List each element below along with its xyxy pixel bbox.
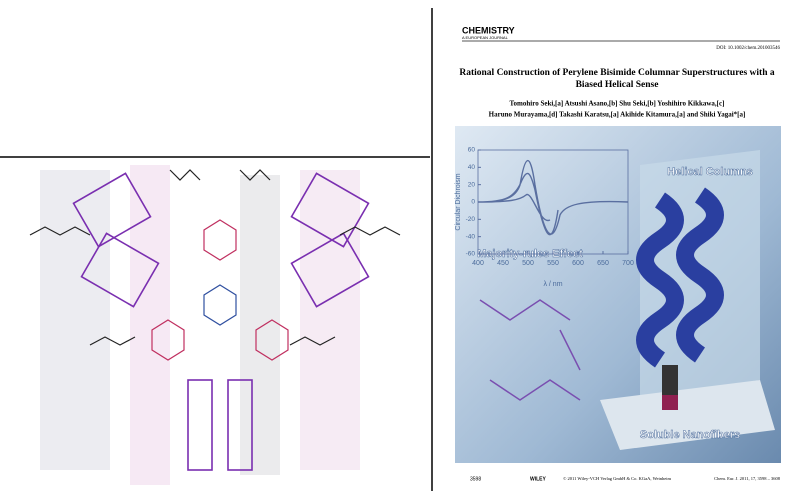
x-tick-label: 450 (497, 260, 509, 267)
x-tick-label: 650 (597, 260, 609, 267)
journal-subtitle: A EUROPEAN JOURNAL (462, 35, 509, 40)
page-number: 3598 (470, 476, 481, 482)
y-axis-label: Circular Dichroism (455, 173, 462, 230)
y-tick-label: -20 (466, 216, 476, 223)
y-tick-label: -60 (466, 251, 476, 258)
y-tick-label: 60 (468, 147, 476, 154)
x-tick-label: 600 (572, 260, 584, 267)
y-tick-label: 20 (468, 181, 476, 188)
author-line: Tomohiro Seki,[a] Atsushi Asano,[b] Shu … (510, 100, 725, 108)
y-tick-label: -40 (466, 233, 476, 240)
y-tick-label: 0 (471, 199, 475, 206)
copyright: © 2011 Wiley-VCH Verlag GmbH & Co. KGaA,… (563, 476, 671, 482)
x-tick-label: 550 (547, 260, 559, 267)
figure: CHEMISTRY A EUROPEAN JOURNAL DOI: 10.100… (0, 0, 795, 491)
title-line: Rational Construction of Perylene Bisimi… (459, 68, 775, 78)
x-tick-label: 400 (472, 260, 484, 267)
journal-name: CHEMISTRY (462, 25, 515, 35)
x-tick-label: 700 (622, 260, 634, 267)
page: {"journal":{"name":"CHEMISTRY","subtitle… (0, 0, 795, 491)
x-axis-label: λ / nm (543, 281, 562, 288)
cover-label: Soluble Nanofibers (640, 429, 740, 441)
publisher: WILEY (530, 476, 546, 482)
citation: Chem. Eur. J. 2011, 17, 3598 – 3608 (714, 476, 781, 482)
doi: DOI: 10.1002/chem.201003546 (716, 46, 780, 51)
y-tick-label: 40 (468, 164, 476, 171)
cover-label: Helical Columns (667, 166, 753, 178)
molecule-background (40, 165, 360, 485)
author-line: Haruno Murayama,[d] Takashi Karatsu,[a] … (489, 111, 746, 119)
x-tick-label: 500 (522, 260, 534, 267)
title-line: Biased Helical Sense (576, 80, 659, 90)
